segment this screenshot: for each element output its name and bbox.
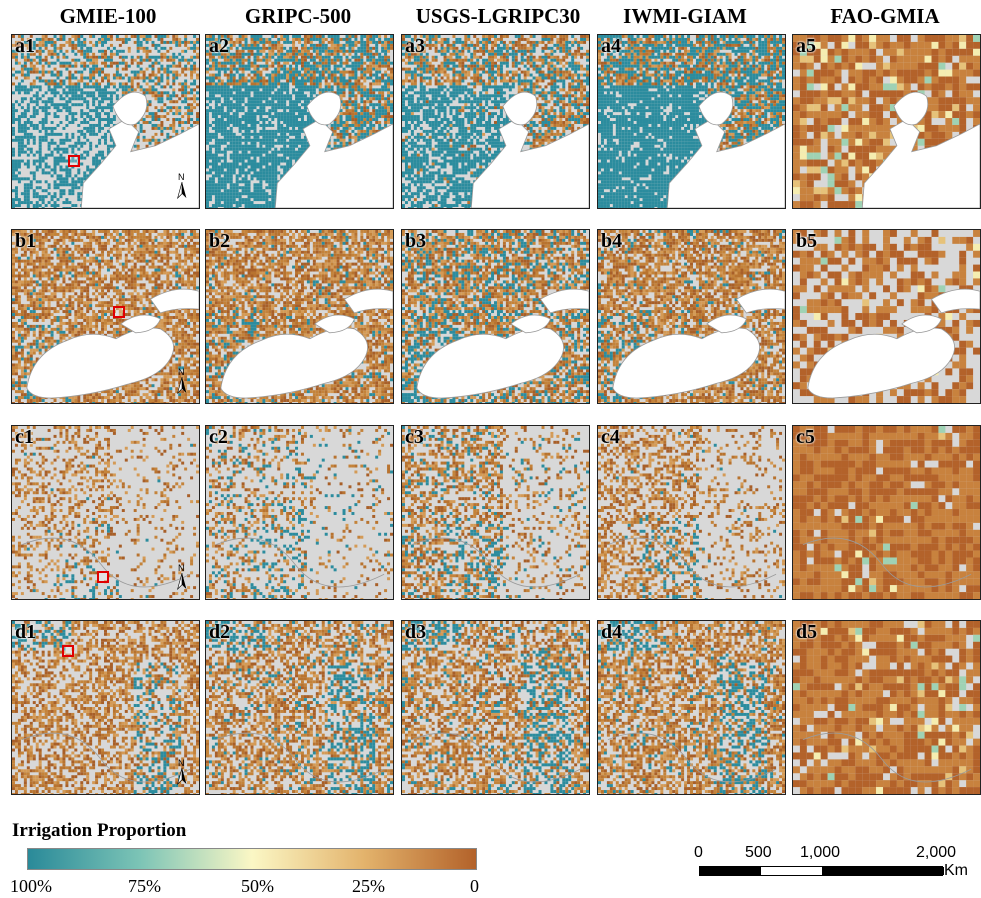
map-panel-b1: b1 N (11, 229, 200, 404)
column-header-iwmi-giam: IWMI-GIAM (600, 4, 770, 29)
irrigation-raster (793, 35, 980, 208)
panel-label-d1: d1 (15, 621, 36, 644)
irrigation-raster (12, 230, 199, 403)
panel-label-b3: b3 (405, 230, 426, 253)
north-arrow-label: N (178, 172, 185, 182)
highlight-box-c1 (97, 571, 109, 583)
scale-tick-2000: 2,000 (916, 844, 956, 862)
irrigation-raster (793, 230, 980, 403)
irrigation-raster (598, 230, 785, 403)
north-arrow-label: N (178, 758, 185, 768)
irrigation-raster (12, 35, 199, 208)
panel-label-a4: a4 (601, 35, 621, 58)
map-panel-c4: c4 (597, 425, 786, 600)
irrigation-raster (402, 621, 589, 794)
north-arrow-icon: N (175, 563, 189, 595)
irrigation-raster (793, 426, 980, 599)
panel-label-c4: c4 (601, 426, 620, 449)
legend-tick-50: 50% (241, 876, 274, 897)
north-arrow-icon: N (175, 758, 189, 790)
column-header-usgs-lgripc30: USGS-LGRIPC30 (400, 4, 596, 29)
legend-tick-0: 0 (470, 876, 479, 897)
legend-tick-75: 75% (128, 876, 161, 897)
map-panel-d1: d1 N (11, 620, 200, 795)
irrigation-raster (402, 426, 589, 599)
panel-label-a2: a2 (209, 35, 229, 58)
map-panel-c3: c3 (401, 425, 590, 600)
irrigation-raster (206, 230, 393, 403)
panel-label-d5: d5 (796, 621, 817, 644)
panel-label-d4: d4 (601, 621, 622, 644)
panel-label-a1: a1 (15, 35, 35, 58)
map-panel-b4: b4 (597, 229, 786, 404)
map-panel-b2: b2 (205, 229, 394, 404)
scale-tick-0: 0 (694, 844, 703, 862)
panel-label-c3: c3 (405, 426, 424, 449)
column-header-fao-gmia: FAO-GMIA (790, 4, 980, 29)
map-panel-d5: d5 (792, 620, 981, 795)
panel-label-b1: b1 (15, 230, 36, 253)
map-panel-a5: a5 (792, 34, 981, 209)
map-panel-a2: a2 (205, 34, 394, 209)
north-arrow-icon: N (175, 367, 189, 399)
highlight-box-d1 (62, 645, 74, 657)
panel-label-a5: a5 (796, 35, 816, 58)
panel-label-d3: d3 (405, 621, 426, 644)
panel-label-b5: b5 (796, 230, 817, 253)
map-panel-b3: b3 (401, 229, 590, 404)
legend-tick-25: 25% (352, 876, 385, 897)
scale-tick-1000: 1,000 (800, 844, 840, 862)
irrigation-raster (598, 35, 785, 208)
scale-bar (699, 866, 944, 876)
highlight-box-b1 (113, 306, 125, 318)
map-panel-c2: c2 (205, 425, 394, 600)
map-panel-c5: c5 (792, 425, 981, 600)
north-arrow-icon: N (175, 172, 189, 204)
panel-label-c2: c2 (209, 426, 228, 449)
map-panel-d2: d2 (205, 620, 394, 795)
irrigation-raster (206, 35, 393, 208)
panel-label-b4: b4 (601, 230, 622, 253)
scale-unit: Km (944, 862, 968, 880)
legend-title: Irrigation Proportion (12, 820, 186, 842)
irrigation-raster (402, 230, 589, 403)
irrigation-raster (402, 35, 589, 208)
panel-label-c1: c1 (15, 426, 34, 449)
highlight-box-a1 (68, 155, 80, 167)
legend-color-ramp (27, 848, 477, 870)
column-header-gripc-500: GRIPC-500 (218, 4, 378, 29)
irrigation-raster (206, 621, 393, 794)
north-arrow-label: N (178, 367, 185, 377)
map-panel-d4: d4 (597, 620, 786, 795)
map-panel-a1: a1 N (11, 34, 200, 209)
irrigation-raster (793, 621, 980, 794)
irrigation-raster (598, 621, 785, 794)
map-panel-a3: a3 (401, 34, 590, 209)
irrigation-raster (12, 426, 199, 599)
column-header-gmie-100: GMIE-100 (28, 4, 188, 29)
map-panel-b5: b5 (792, 229, 981, 404)
legend-tick-100: 100% (10, 876, 52, 897)
map-panel-d3: d3 (401, 620, 590, 795)
map-panel-c1: c1 N (11, 425, 200, 600)
map-panel-a4: a4 (597, 34, 786, 209)
irrigation-raster (12, 621, 199, 794)
panel-label-a3: a3 (405, 35, 425, 58)
irrigation-raster (598, 426, 785, 599)
north-arrow-label: N (178, 563, 185, 573)
panel-label-b2: b2 (209, 230, 230, 253)
panel-label-d2: d2 (209, 621, 230, 644)
irrigation-raster (206, 426, 393, 599)
scale-tick-500: 500 (745, 844, 772, 862)
panel-label-c5: c5 (796, 426, 815, 449)
